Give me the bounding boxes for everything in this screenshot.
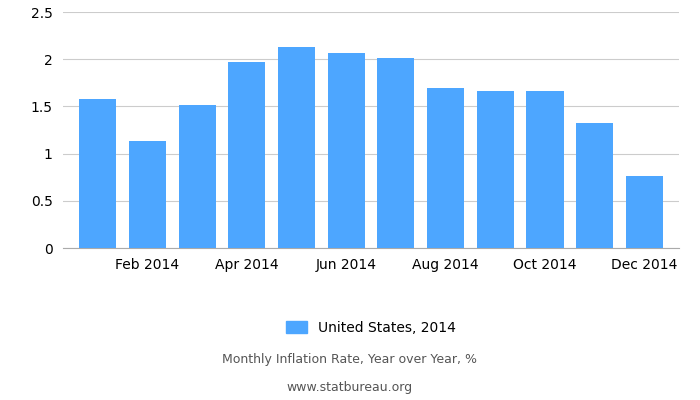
- Bar: [526, 91, 564, 248]
- Bar: [129, 141, 166, 248]
- Text: Monthly Inflation Rate, Year over Year, %: Monthly Inflation Rate, Year over Year, …: [223, 354, 477, 366]
- Bar: [328, 52, 365, 248]
- Bar: [79, 99, 116, 248]
- Bar: [427, 88, 464, 248]
- Bar: [228, 62, 265, 248]
- Bar: [576, 123, 613, 248]
- Legend: United States, 2014: United States, 2014: [286, 321, 456, 335]
- Bar: [278, 47, 315, 248]
- Bar: [477, 91, 514, 248]
- Bar: [178, 106, 216, 248]
- Bar: [377, 58, 414, 248]
- Text: www.statbureau.org: www.statbureau.org: [287, 382, 413, 394]
- Bar: [626, 176, 663, 248]
